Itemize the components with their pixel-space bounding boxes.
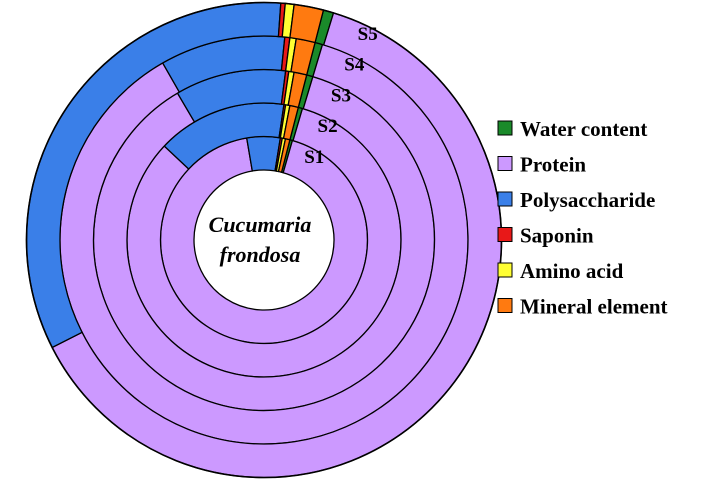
ring-label-s5: S5: [358, 24, 378, 45]
center-title-line-1: Cucumaria: [209, 212, 312, 237]
legend-label-protein: Protein: [520, 153, 586, 177]
ring-label-s2: S2: [318, 116, 338, 137]
legend-swatch-polysaccharide: [497, 191, 513, 207]
legend-label-mineral-element: Mineral element: [520, 295, 668, 319]
ring-label-s3: S3: [331, 85, 351, 106]
chart-rings: [25, 1, 503, 479]
legend-label-water-content: Water content: [520, 117, 647, 141]
center-title: Cucumaria frondosa: [209, 212, 312, 267]
legend: Water content Protein Polysaccharide Saponi…: [497, 117, 668, 319]
ring-label-s1: S1: [304, 147, 324, 168]
legend-swatch-mineral-element: [497, 298, 513, 313]
legend-label-amino-acid: Amino acid: [520, 259, 624, 283]
legend-swatch-amino-acid: [497, 262, 513, 278]
legend-swatch-protein: [497, 156, 513, 171]
ring-labels: S1 S2 S3 S4 S5: [304, 24, 378, 168]
legend-swatch-saponin: [497, 227, 513, 242]
center-title-line-2: frondosa: [220, 242, 301, 267]
legend-label-polysaccharide: Polysaccharide: [520, 188, 655, 212]
ring-label-s4: S4: [344, 55, 365, 76]
legend-swatch-water-content: [497, 120, 513, 136]
legend-label-saponin: Saponin: [520, 224, 594, 248]
